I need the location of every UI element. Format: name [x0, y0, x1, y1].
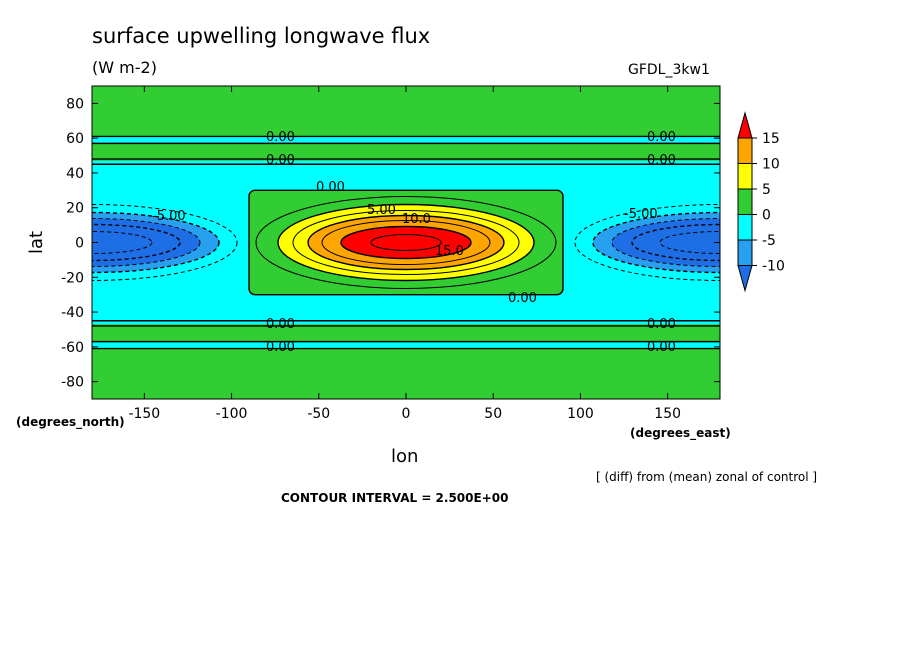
dataset-name: GFDL_3kw1: [628, 62, 710, 78]
colorbar-label-5: -10: [762, 259, 785, 275]
x-axis-units: (degrees_east): [630, 426, 731, 440]
colorbar-segment-5: [737, 239, 753, 266]
colorbar-label-1: 10: [762, 157, 780, 173]
warm-contour-1: [255, 196, 557, 289]
contour-label-9: 0.00: [266, 153, 295, 168]
contour-label-1: 0.00: [316, 180, 345, 195]
colorbar-label-0: 15: [762, 131, 780, 147]
warm-contour-7: [370, 234, 442, 251]
y-tick-label-2: 40: [66, 166, 84, 182]
x-tick-label-3: 0: [402, 406, 411, 422]
narrow-band-north: [92, 136, 720, 144]
colorbar-bottom-arrow: [737, 265, 753, 293]
x-axis-label: lon: [391, 446, 419, 467]
colorbar-top-arrow: [737, 111, 753, 139]
contour-label-4: 10.0: [402, 212, 431, 227]
contour-label-7: -5.00: [624, 207, 658, 222]
colorbar-segment-3: [737, 188, 753, 215]
y-tick-label-0: 80: [66, 96, 84, 112]
cold-contour-1-5: [92, 231, 153, 254]
chart-units: (W m-2): [92, 58, 157, 77]
y-tick-label-6: -40: [61, 305, 84, 321]
y-tick-label-7: -60: [61, 340, 84, 356]
colorbar-segment-1: [737, 137, 753, 164]
contour-label-3: 5.00: [367, 203, 396, 218]
y-tick-label-1: 60: [66, 131, 84, 147]
y-tick-label-5: -20: [61, 270, 84, 286]
colorbar-segment-4: [737, 214, 753, 241]
x-tick-label-0: -150: [128, 406, 160, 422]
contour-label-10: 0.00: [266, 317, 295, 332]
y-tick-label-8: -80: [61, 375, 84, 391]
y-tick-label-4: 0: [75, 236, 84, 252]
colorbar-label-3: 0: [762, 208, 771, 224]
contour-interval: CONTOUR INTERVAL = 2.500E+00: [281, 491, 509, 505]
contour-label-11: 0.00: [266, 340, 295, 355]
colorbar-label-2: 5: [762, 182, 771, 198]
contour-label-13: 0.00: [647, 153, 676, 168]
cold-contour-1-1: [92, 204, 238, 281]
contour-label-12: 0.00: [647, 130, 676, 145]
contour-label-2: 0.00: [508, 291, 537, 306]
y-axis-label: lat: [26, 230, 47, 254]
x-tick-label-4: 50: [484, 406, 502, 422]
x-tick-label-6: 150: [654, 406, 681, 422]
chart-title: surface upwelling longwave flux: [92, 24, 431, 48]
contour-label-15: 0.00: [647, 340, 676, 355]
cold-contour-2-5: [659, 231, 720, 254]
y-axis-units: (degrees_north): [16, 415, 125, 429]
x-tick-label-1: -100: [216, 406, 248, 422]
contour-label-14: 0.00: [647, 317, 676, 332]
y-tick-label-3: 20: [66, 201, 84, 217]
contour-label-5: 15.0: [435, 244, 464, 259]
colorbar-label-4: -5: [762, 233, 776, 249]
diff-note: [ (diff) from (mean) zonal of control ]: [596, 470, 818, 484]
contour-label-8: 0.00: [266, 130, 295, 145]
contour-label-6: -5.00: [152, 209, 186, 224]
colorbar-segment-2: [737, 163, 753, 190]
narrow-band-south: [92, 341, 720, 349]
x-tick-label-5: 100: [567, 406, 594, 422]
x-tick-label-2: -50: [307, 406, 330, 422]
